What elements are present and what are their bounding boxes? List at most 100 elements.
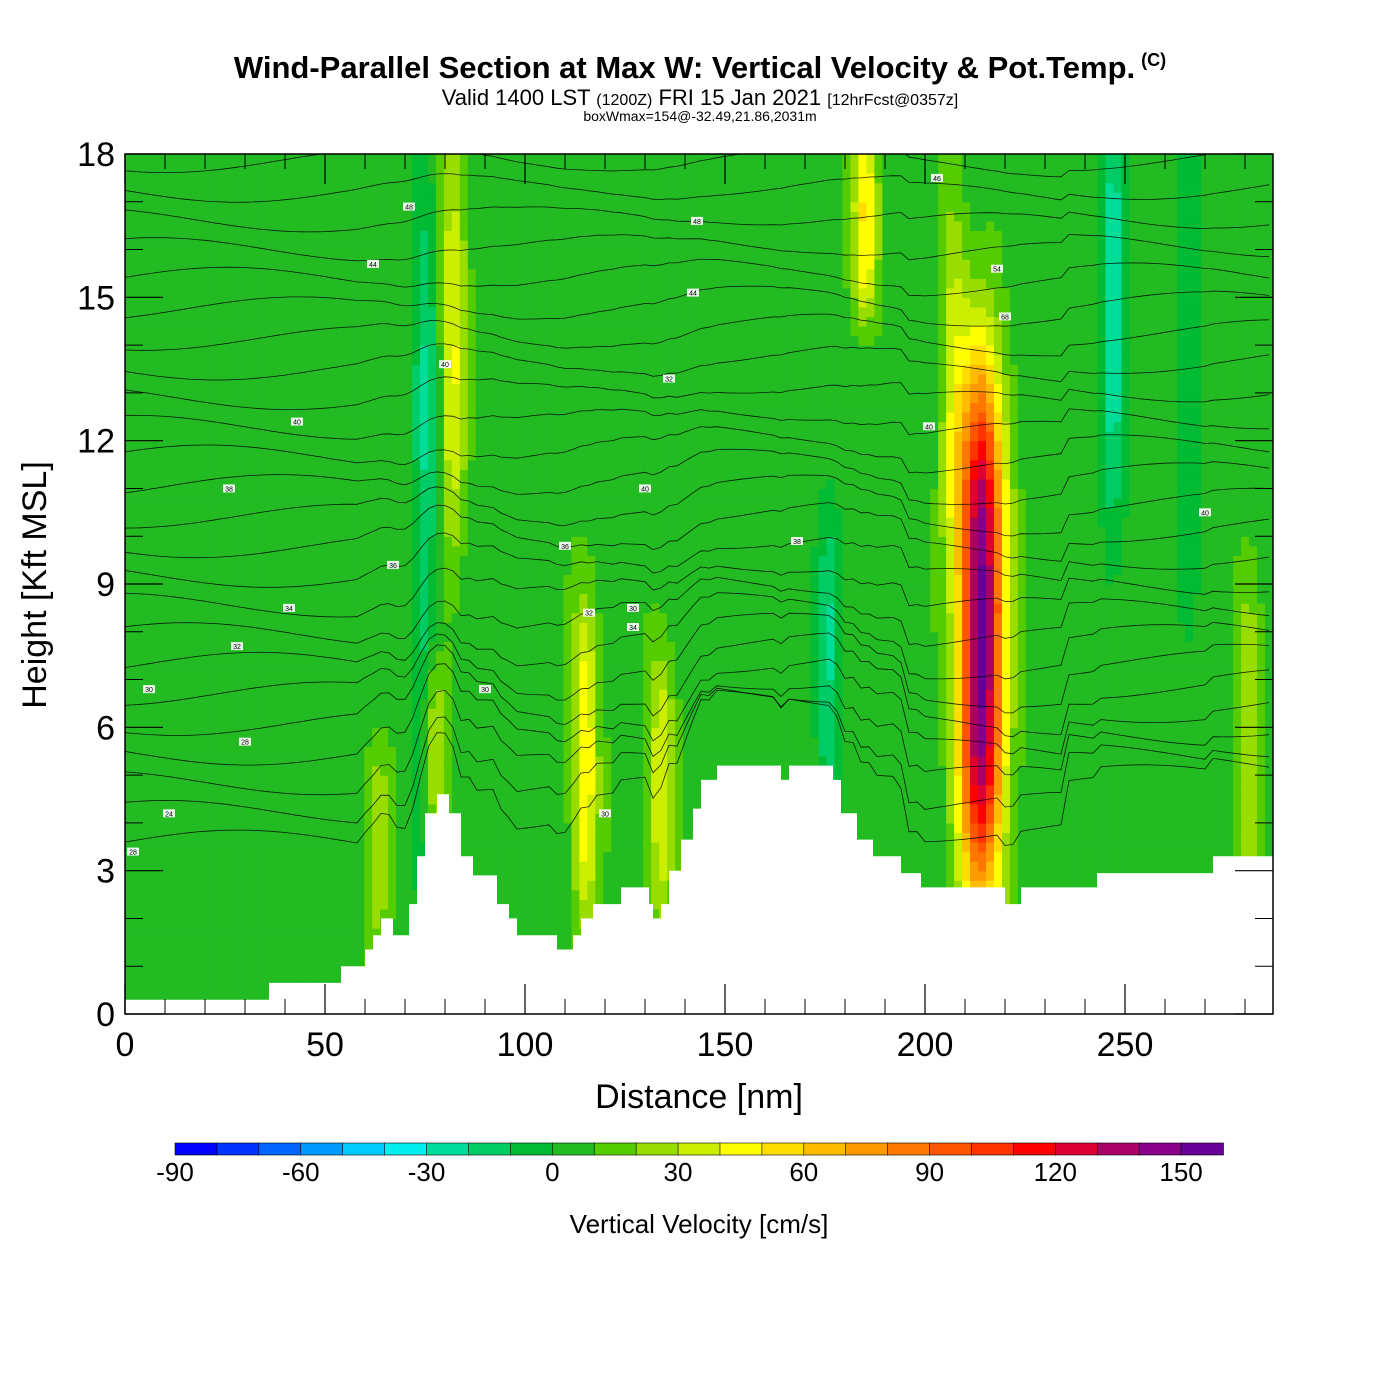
velocity-cell xyxy=(188,230,198,241)
velocity-cell xyxy=(483,287,493,298)
velocity-cell xyxy=(148,278,158,289)
velocity-cell xyxy=(300,536,309,547)
velocity-cell xyxy=(555,842,565,853)
velocity-cell xyxy=(316,775,325,786)
velocity-cell xyxy=(348,478,357,490)
velocity-cell xyxy=(547,230,557,241)
velocity-cell xyxy=(340,574,349,585)
velocity-cell xyxy=(324,278,333,289)
velocity-cell xyxy=(308,717,317,728)
velocity-cell xyxy=(467,354,477,365)
velocity-cell xyxy=(356,564,365,576)
velocity-cell xyxy=(308,842,317,853)
velocity-cell xyxy=(380,488,389,499)
velocity-cell xyxy=(364,631,373,642)
velocity-cell xyxy=(396,240,405,251)
velocity-cell xyxy=(300,526,309,537)
velocity-cell xyxy=(316,822,325,834)
velocity-cell xyxy=(372,287,381,298)
velocity-cell xyxy=(412,593,421,604)
velocity-cell xyxy=(196,326,206,337)
velocity-cell xyxy=(292,631,301,642)
velocity-cell xyxy=(396,354,405,365)
velocity-cell xyxy=(340,383,349,394)
velocity-cell xyxy=(483,536,493,547)
velocity-cell xyxy=(467,163,477,174)
velocity-cell xyxy=(228,880,238,891)
velocity-cell xyxy=(140,832,150,843)
velocity-cell xyxy=(507,402,517,413)
velocity-cell xyxy=(324,794,333,805)
velocity-cell xyxy=(388,163,397,174)
velocity-cell xyxy=(419,354,429,365)
velocity-cell xyxy=(268,612,278,623)
velocity-cell xyxy=(228,373,238,384)
velocity-cell xyxy=(324,211,333,222)
velocity-cell xyxy=(188,899,198,910)
velocity-cell xyxy=(443,306,453,318)
velocity-cell xyxy=(404,316,413,327)
velocity-cell xyxy=(180,220,190,232)
velocity-cell xyxy=(475,249,485,260)
velocity-cell xyxy=(380,507,389,518)
velocity-cell xyxy=(459,249,469,260)
velocity-cell xyxy=(236,268,246,279)
velocity-cell xyxy=(364,861,373,872)
velocity-cell xyxy=(268,345,278,356)
velocity-cell xyxy=(268,889,278,900)
velocity-cell xyxy=(419,182,429,193)
velocity-cell xyxy=(236,966,246,977)
velocity-cell xyxy=(300,861,309,872)
velocity-cell xyxy=(491,478,501,490)
velocity-cell xyxy=(404,383,413,394)
velocity-cell xyxy=(308,306,317,318)
velocity-cell xyxy=(483,564,493,576)
velocity-cell xyxy=(364,297,373,308)
velocity-cell xyxy=(316,335,325,346)
velocity-cell xyxy=(435,316,445,327)
velocity-cell xyxy=(499,182,509,193)
velocity-cell xyxy=(180,975,190,986)
velocity-cell xyxy=(292,832,301,843)
velocity-cell xyxy=(427,517,437,528)
velocity-cell xyxy=(515,899,525,910)
velocity-cell xyxy=(539,717,549,728)
velocity-cell xyxy=(475,526,485,537)
velocity-cell xyxy=(284,880,294,891)
velocity-cell xyxy=(188,937,198,948)
velocity-cell xyxy=(483,335,493,346)
velocity-cell xyxy=(467,488,477,499)
velocity-cell xyxy=(404,440,413,451)
velocity-cell xyxy=(348,412,357,423)
velocity-cell xyxy=(212,679,222,690)
velocity-cell xyxy=(180,928,190,939)
velocity-cell xyxy=(563,689,573,700)
velocity-cell xyxy=(340,173,349,184)
velocity-cell xyxy=(380,564,389,576)
velocity-cell xyxy=(308,736,317,748)
velocity-cell xyxy=(244,507,254,518)
velocity-cell xyxy=(451,306,461,318)
velocity-cell xyxy=(212,736,222,748)
velocity-cell xyxy=(132,975,142,986)
velocity-cell xyxy=(515,765,525,776)
velocity-cell xyxy=(212,421,222,432)
velocity-cell xyxy=(148,736,158,748)
velocity-cell xyxy=(332,173,341,184)
velocity-cell xyxy=(308,173,317,184)
velocity-cell xyxy=(125,335,134,346)
velocity-cell xyxy=(451,717,461,728)
velocity-cell xyxy=(547,918,557,929)
velocity-cell xyxy=(563,813,573,824)
velocity-cell xyxy=(140,555,150,566)
velocity-cell xyxy=(260,173,270,184)
velocity-cell xyxy=(523,593,533,604)
velocity-cell xyxy=(220,412,230,423)
velocity-cell xyxy=(236,259,246,270)
velocity-cell xyxy=(180,956,190,967)
velocity-cell xyxy=(356,822,365,834)
velocity-cell xyxy=(300,230,309,241)
velocity-cell xyxy=(515,861,525,872)
velocity-cell xyxy=(284,775,294,786)
velocity-cell xyxy=(180,507,190,518)
